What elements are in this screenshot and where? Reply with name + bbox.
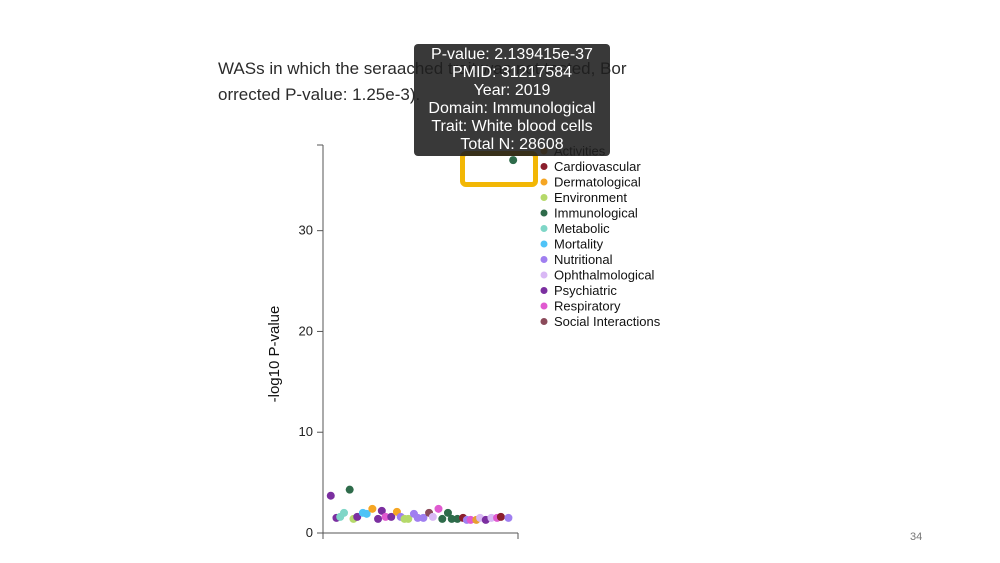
y-tick-label: 20 <box>299 323 313 338</box>
legend-marker <box>540 271 548 279</box>
legend-marker <box>540 194 548 201</box>
data-point <box>387 512 396 521</box>
data-point <box>466 515 475 524</box>
legend-label: Metabolic <box>554 221 610 236</box>
data-point <box>362 509 371 518</box>
data-point <box>353 512 362 521</box>
chart-axes: 0 10 20 30 -log10 P-value <box>266 144 519 540</box>
legend-marker <box>540 240 548 248</box>
tooltip-domain: Domain: Immunological <box>428 100 596 117</box>
legend-label: Nutritional <box>554 252 613 267</box>
data-point <box>413 513 422 522</box>
y-tick-label: 30 <box>299 223 313 238</box>
legend-marker <box>540 209 548 217</box>
y-axis-title: -log10 P-value <box>266 306 283 403</box>
caption-line-2: orrected P-value: 1.25e-3). <box>218 85 421 104</box>
data-point <box>368 504 377 513</box>
legend-label: Cardiovascular <box>554 159 641 174</box>
legend-label: Environment <box>554 190 627 205</box>
data-point <box>447 514 456 523</box>
highlight-box <box>460 151 538 187</box>
legend-marker <box>540 178 548 186</box>
tooltip-pmid: PMID: 31217584 <box>451 64 573 81</box>
data-point <box>377 506 386 515</box>
data-point <box>496 512 505 521</box>
data-point <box>345 485 354 494</box>
chart-legend: ActivitiesCardiovascularDermatologicalEn… <box>540 144 661 329</box>
tooltip-trait: Trait: White blood cells <box>431 118 593 135</box>
tooltip-total-n: Total N: 28608 <box>460 136 564 153</box>
data-point <box>381 512 390 521</box>
y-tick-label: 0 <box>306 525 313 540</box>
legend-label: Mortality <box>554 237 604 252</box>
data-point <box>428 512 437 521</box>
tooltip-year: Year: 2019 <box>473 82 551 99</box>
legend-marker <box>540 225 548 232</box>
legend-label: Psychiatric <box>554 283 617 298</box>
legend-marker <box>540 256 548 263</box>
legend-label: Ophthalmological <box>554 268 655 283</box>
chart-points <box>326 156 518 524</box>
data-point <box>340 508 349 517</box>
data-point <box>419 513 428 522</box>
data-point <box>434 504 443 513</box>
legend-marker <box>540 318 548 325</box>
data-point <box>509 156 518 165</box>
data-point <box>326 491 335 500</box>
data-point <box>504 513 513 522</box>
data-point <box>487 513 496 522</box>
legend-label: Social Interactions <box>554 314 661 329</box>
page-number: 34 <box>910 531 923 543</box>
legend-label: Immunological <box>554 206 638 221</box>
legend-marker <box>540 302 548 310</box>
data-point <box>438 514 447 523</box>
y-tick-label: 10 <box>299 424 313 439</box>
data-point <box>404 514 413 523</box>
legend-label: Dermatological <box>554 175 641 190</box>
data-point <box>443 508 452 517</box>
legend-marker <box>540 287 548 294</box>
data-point <box>374 514 383 523</box>
legend-label: Respiratory <box>554 299 621 314</box>
point-tooltip: P-value: 2.139415e-37 PMID: 31217584 Yea… <box>414 44 610 156</box>
tooltip-pvalue: P-value: 2.139415e-37 <box>431 46 593 63</box>
legend-marker <box>540 163 548 170</box>
